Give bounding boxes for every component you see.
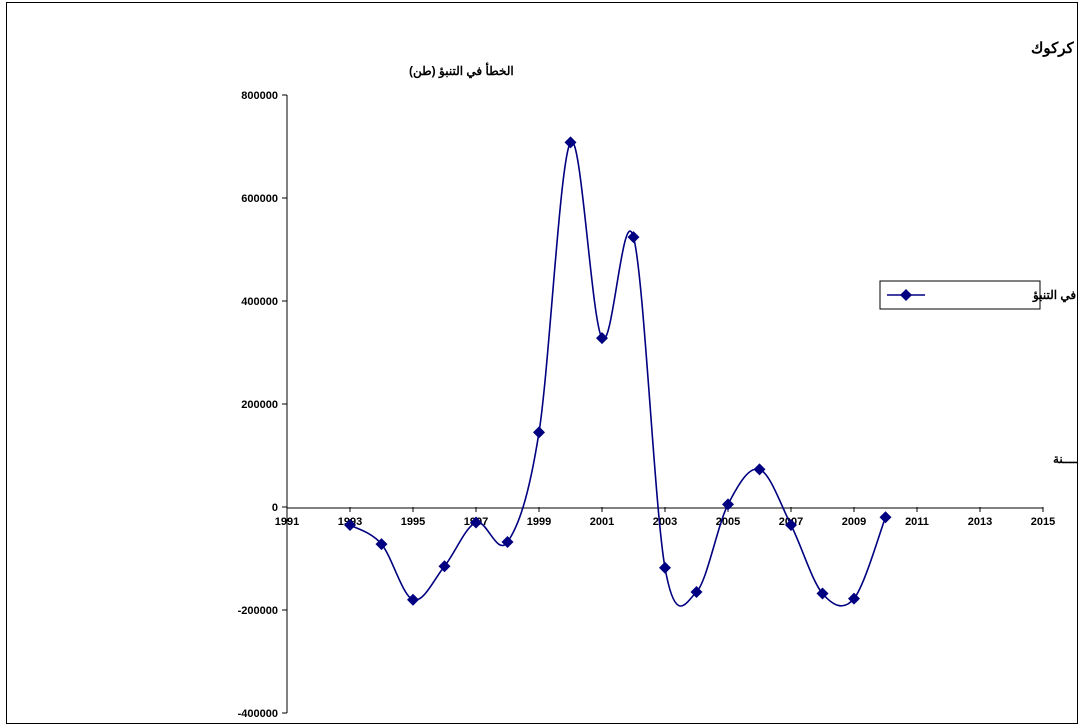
data-point — [722, 498, 734, 511]
x-tick-label: 2003 — [653, 516, 677, 528]
chart-frame: الخطأ في التنبؤ بكمية الانتاج السنوي لما… — [6, 2, 1081, 724]
data-point — [470, 516, 482, 529]
x-tick-label: 1991 — [275, 516, 299, 528]
y-tick-label: 600000 — [241, 193, 278, 205]
data-point — [785, 519, 797, 532]
legend-label: الخطأ في التنبؤ — [1032, 286, 1077, 303]
y-tick-label: 800000 — [241, 90, 278, 102]
data-point — [501, 536, 514, 549]
y-axis-ticks: -400000 -200000 0 200000 400000 600000 800000 — [238, 90, 287, 720]
data-point — [564, 136, 577, 149]
data-point — [344, 519, 356, 532]
data-point — [879, 511, 892, 524]
chart-title: الخطأ في التنبؤ بكمية الانتاج السنوي لما… — [1031, 37, 1077, 58]
series-markers — [344, 136, 892, 606]
data-point — [816, 587, 829, 600]
y-tick-label: -400000 — [238, 708, 278, 720]
data-point — [690, 585, 703, 598]
series-line — [349, 141, 887, 607]
y-axis-label: الخطأ في التنبؤ (طن) — [409, 62, 514, 79]
x-tick-label: 2015 — [1031, 516, 1055, 528]
data-point — [438, 560, 451, 573]
y-tick-label: 0 — [272, 502, 278, 514]
legend-box — [879, 280, 1041, 310]
x-axis-ticks: 1991199319951997199920012003200520072009… — [275, 507, 1055, 528]
data-point — [627, 231, 640, 244]
x-tick-label: 1999 — [527, 516, 551, 528]
data-point — [407, 593, 419, 606]
x-tick-label: 1995 — [401, 516, 425, 528]
y-tick-label: 400000 — [241, 296, 278, 308]
data-point — [848, 592, 860, 605]
data-point — [659, 561, 671, 574]
x-axis-label: الســــــنة — [1053, 452, 1077, 466]
data-point — [533, 426, 545, 439]
x-tick-label: 2001 — [590, 516, 614, 528]
y-tick-label: 200000 — [241, 399, 278, 411]
x-tick-label: 2011 — [905, 516, 929, 528]
data-point — [753, 463, 766, 476]
legend-marker — [900, 289, 912, 301]
x-tick-label: 2013 — [968, 516, 992, 528]
data-point — [375, 538, 388, 551]
data-point — [596, 332, 608, 345]
legend: الخطأ في التنبؤ — [879, 280, 1081, 310]
x-tick-label: 2009 — [842, 516, 866, 528]
line-chart: الخطأ في التنبؤ بكمية الانتاج السنوي لما… — [238, 37, 1081, 720]
y-tick-label: -200000 — [238, 605, 278, 617]
